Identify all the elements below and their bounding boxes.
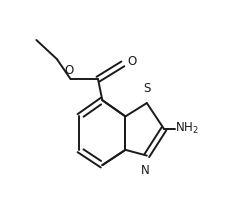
Text: S: S: [143, 82, 150, 95]
Text: N: N: [140, 163, 149, 177]
Text: O: O: [64, 64, 73, 77]
Text: NH$_2$: NH$_2$: [174, 121, 198, 136]
Text: O: O: [127, 55, 137, 68]
